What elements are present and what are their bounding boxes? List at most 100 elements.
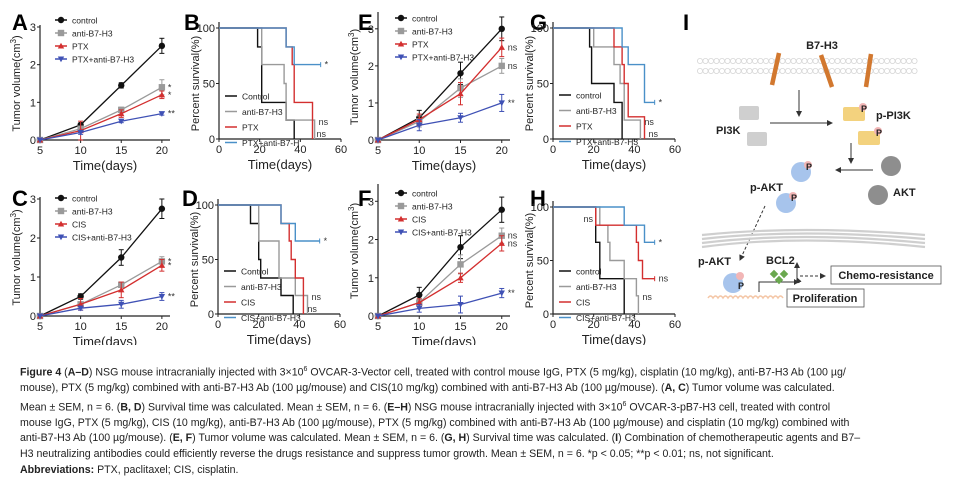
legend-label: anti-B7-H3 xyxy=(412,202,453,212)
panel-c: C 5 10 15 20 0 1 2 3 Time(days) Tumor volume(cm3) *… xyxy=(9,186,176,345)
legend-item: anti-B7-H3 xyxy=(224,282,282,292)
data-point xyxy=(77,301,84,307)
legend-label: anti-B7-H3 xyxy=(72,207,113,217)
legend-marker xyxy=(397,215,405,222)
data-point xyxy=(36,137,44,144)
significance-label: ns xyxy=(508,231,518,241)
panel-label: I xyxy=(683,10,689,35)
legend-label: control xyxy=(576,91,602,101)
legend-label: anti-B7-H3 xyxy=(412,27,453,37)
caption-superscript: 6 xyxy=(303,366,308,373)
y-axis-label: Tumor volume(cm3) xyxy=(9,35,24,131)
x-tick-label: 10 xyxy=(75,145,87,157)
legend-item: CIS xyxy=(224,298,256,308)
data-point xyxy=(457,301,464,308)
legend-item: CIS xyxy=(55,220,87,230)
caption-text: ) NSG mouse intracranially injected with… xyxy=(407,401,623,414)
proliferation-box xyxy=(786,288,865,308)
bcl2-icon xyxy=(779,269,789,279)
series-line xyxy=(377,46,503,141)
series-line xyxy=(39,112,163,141)
panel-label: C xyxy=(12,186,28,211)
legend-marker xyxy=(57,16,65,24)
legend-item: CIS xyxy=(559,298,591,308)
x-tick-label: 60 xyxy=(334,319,346,331)
caption-bold: A–D xyxy=(67,366,89,379)
survival-curve xyxy=(219,27,321,66)
x-tick-label: 5 xyxy=(375,145,381,157)
caption-bold: E, F xyxy=(172,432,193,445)
survival-curve xyxy=(553,206,655,244)
x-tick-label: 15 xyxy=(115,321,127,333)
legend-label: anti-B7-H3 xyxy=(576,282,617,292)
x-axis-label: Time(days) xyxy=(247,332,312,345)
legend-item: anti-B7-H3 xyxy=(395,202,453,212)
data-point xyxy=(416,299,423,306)
p-akt-label: p-AKT xyxy=(698,256,731,268)
data-point xyxy=(374,313,382,320)
x-tick-label: 20 xyxy=(588,144,600,156)
series-line xyxy=(39,45,163,141)
survival-curve xyxy=(553,27,646,139)
series-line xyxy=(39,208,163,317)
y-tick-label: 0 xyxy=(208,309,214,321)
caption-bold: G, H xyxy=(444,432,467,445)
y-tick-label: 50 xyxy=(537,79,549,91)
caption-text: Mean ± SEM, n = 6. ( xyxy=(20,401,121,414)
series-ptx-anti-b7-h3: * xyxy=(553,27,663,107)
caption-text: OVCAR-3-pB7-H3 cell, treated with contro… xyxy=(626,401,831,414)
legend-label: CIS xyxy=(576,298,591,308)
legend-marker xyxy=(57,220,65,227)
akt-label: AKT xyxy=(893,187,916,199)
series-anti-b7-h3: * xyxy=(36,256,172,320)
series-anti-b7-h3: ns xyxy=(219,27,329,139)
legend-item: PTX xyxy=(55,42,89,52)
legend-label: CIS xyxy=(412,215,427,225)
legend: control anti-B7-H3 PTX PTX+anti-B7-H3 xyxy=(559,91,638,147)
y-tick-label: 2 xyxy=(368,235,374,247)
x-tick-label: 5 xyxy=(375,321,381,333)
y-tick-label: 100 xyxy=(196,200,214,212)
legend-item: Control xyxy=(225,92,270,102)
legend-label: PTX+anti-B7-H3 xyxy=(576,137,638,147)
legend: Control anti-B7-H3 CIS CIS+anti-B7-H3 xyxy=(224,267,301,323)
significance-label: ns xyxy=(644,117,654,127)
significance-label: ns xyxy=(508,61,518,71)
x-tick-label: 10 xyxy=(75,321,87,333)
legend-label: anti-B7-H3 xyxy=(72,29,113,39)
data-point xyxy=(457,274,464,281)
y-tick-label: 1 xyxy=(368,98,374,110)
series-line xyxy=(39,295,163,317)
phosphate-label: P xyxy=(791,193,797,203)
x-axis-label: Time(days) xyxy=(73,334,138,345)
data-point xyxy=(158,205,166,212)
akt-icon xyxy=(881,156,901,176)
pi3k-label: PI3K xyxy=(716,125,741,137)
data-point xyxy=(158,91,166,98)
y-tick-label: 50 xyxy=(202,255,214,267)
survival-curve xyxy=(553,27,623,139)
x-tick-label: 60 xyxy=(335,144,347,156)
y-axis-label: Percent survival(%) xyxy=(524,36,536,131)
series-ptx: ns xyxy=(553,27,659,139)
panel-b: B 0 20 40 60 0 50 100 Time(days) Percent survival… xyxy=(184,10,347,172)
significance-label: ns xyxy=(649,129,659,139)
legend-item: PTX+anti-B7-H xyxy=(225,138,299,148)
survival-curve xyxy=(553,206,655,280)
y-tick-label: 1 xyxy=(30,272,36,284)
legend-label: PTX xyxy=(576,122,593,132)
arrow-dashed xyxy=(739,205,766,261)
data-point xyxy=(457,115,464,121)
legend-label: PTX xyxy=(242,123,259,133)
significance-label: * xyxy=(324,236,328,246)
series-anti-b7-h3: ns xyxy=(218,204,321,314)
x-tick-label: 0 xyxy=(550,144,556,156)
survival-curve xyxy=(553,27,655,104)
x-axis-label: Time(days) xyxy=(73,158,138,173)
legend-item: PTX xyxy=(559,122,593,132)
chemo-resistance-label: Chemo-resistance xyxy=(838,270,933,282)
x-tick-label: 40 xyxy=(294,144,306,156)
legend-item: anti-B7-H3 xyxy=(225,107,283,117)
legend-item: anti-B7-H3 xyxy=(559,282,617,292)
